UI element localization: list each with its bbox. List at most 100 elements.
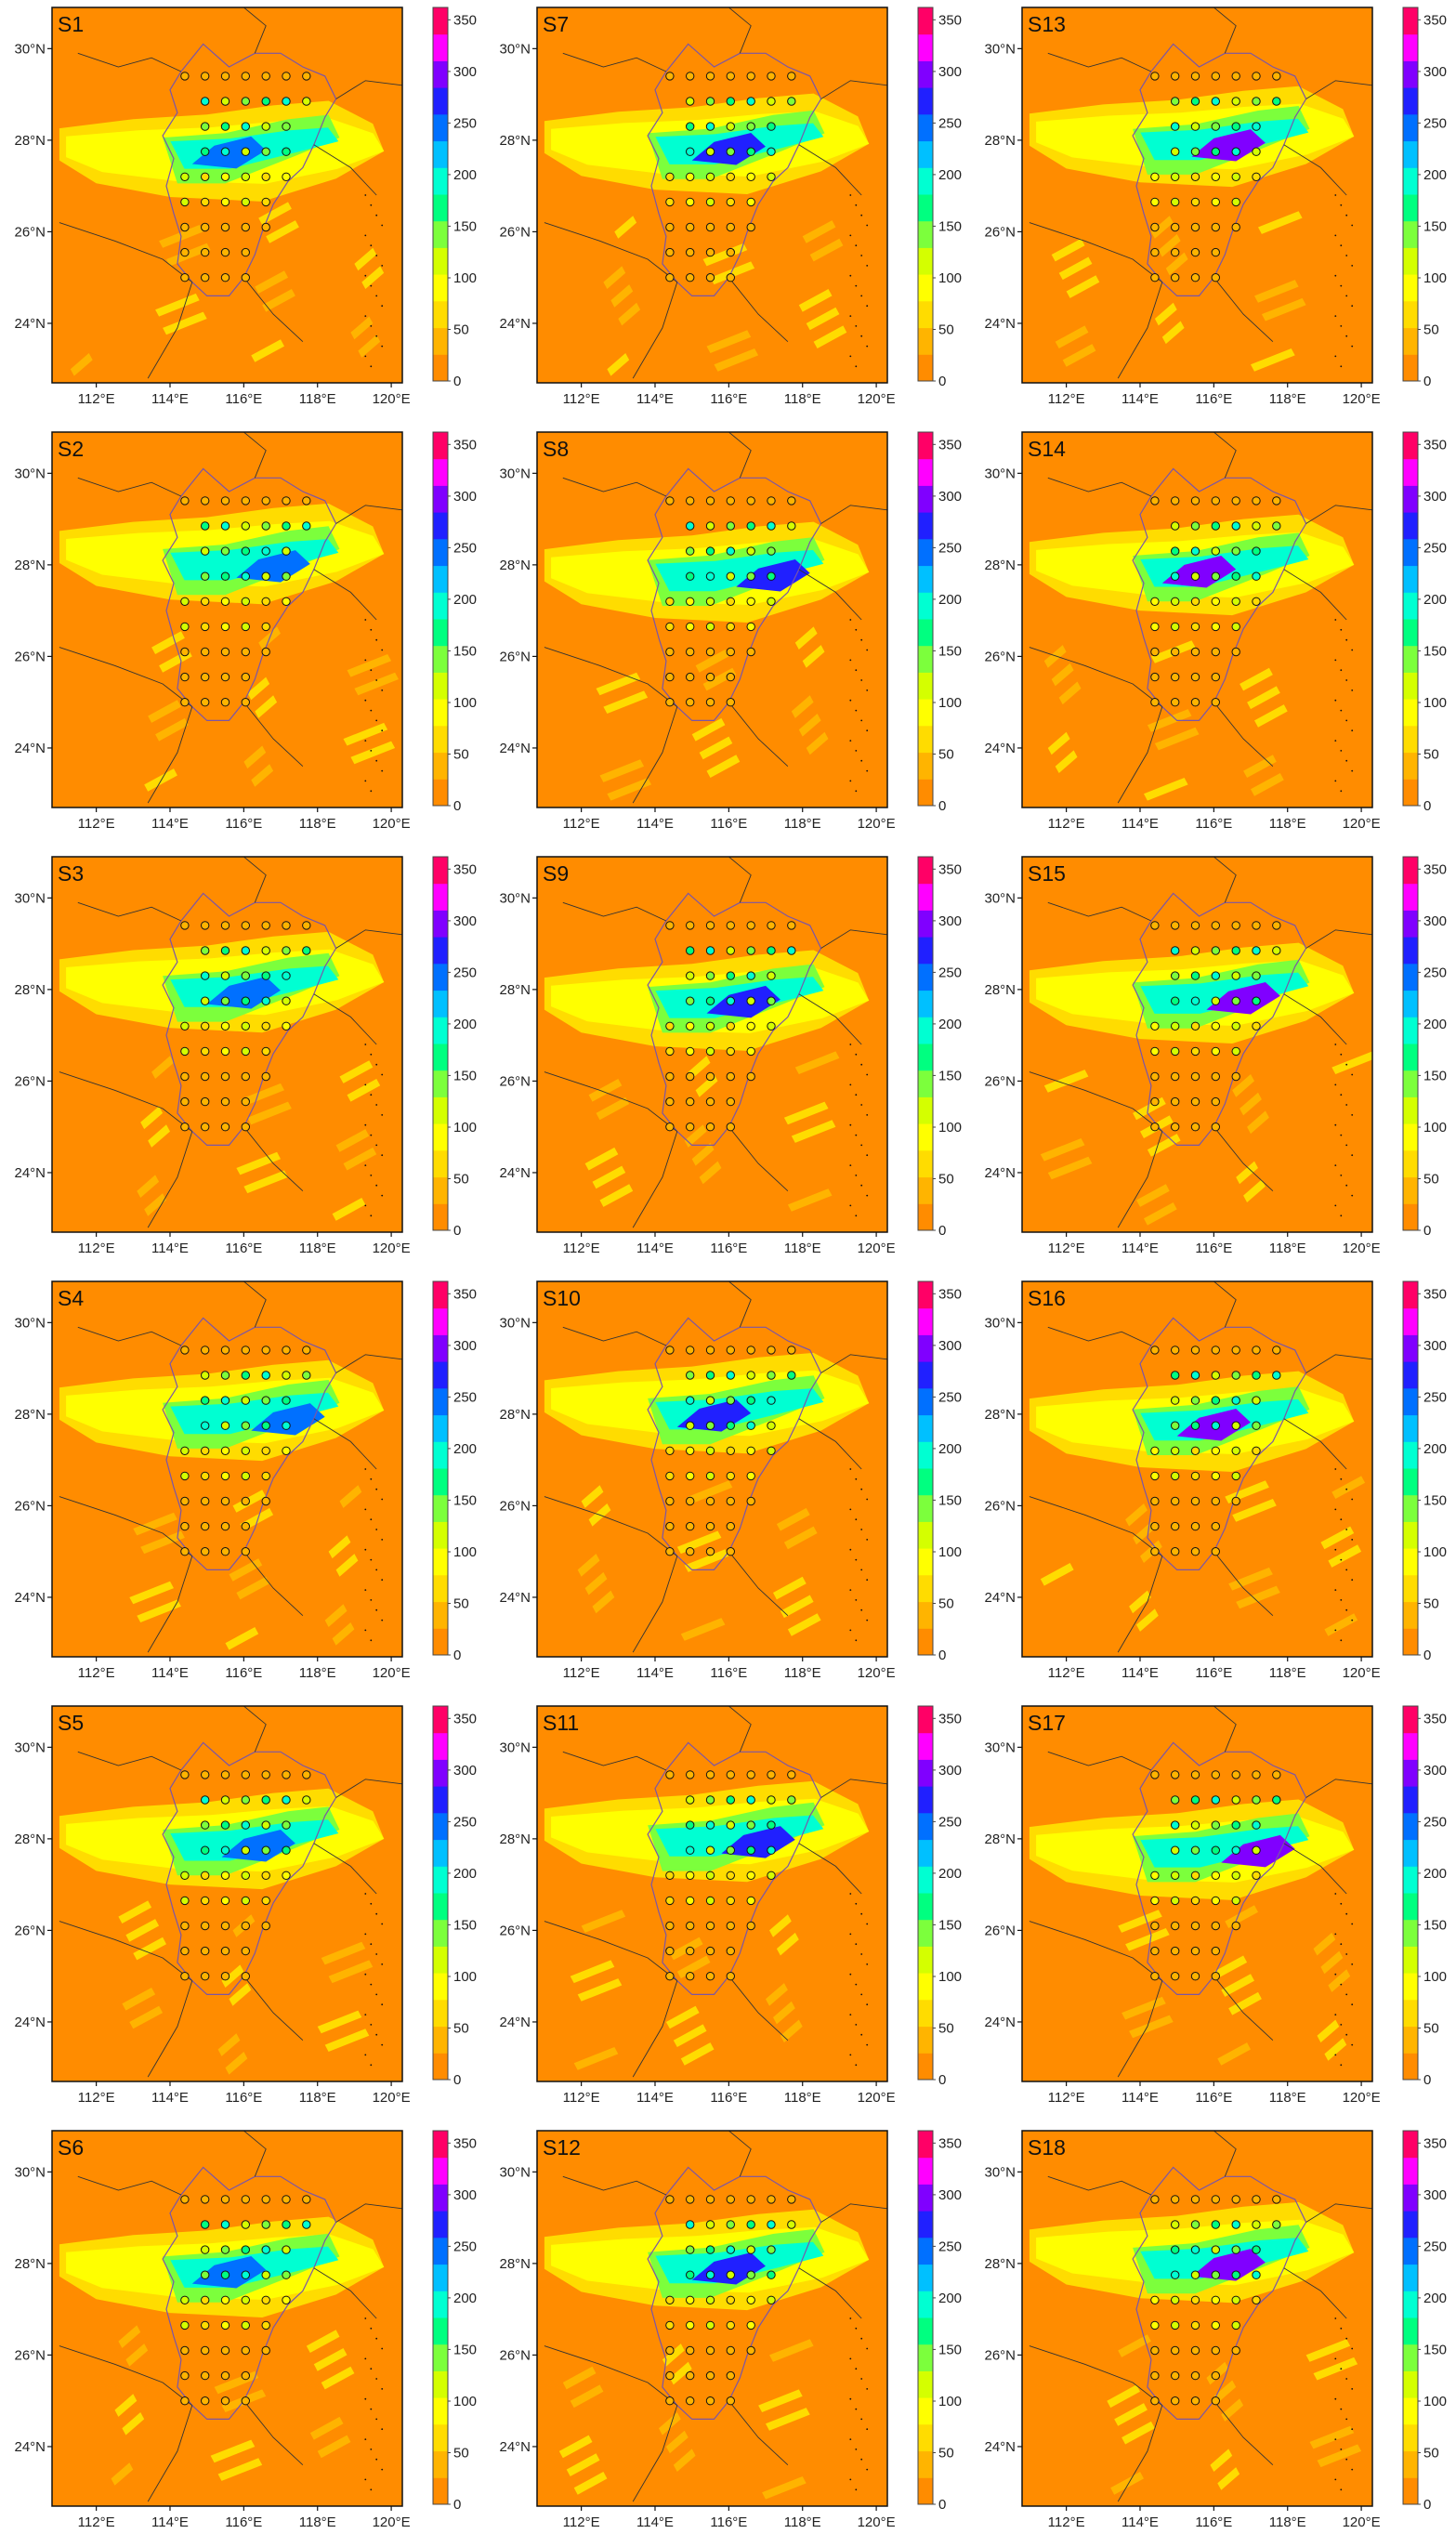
- colorbar-tick-label: 150: [938, 1068, 962, 1083]
- station-marker: [202, 572, 209, 580]
- station-marker: [706, 623, 714, 630]
- station-marker: [1253, 1397, 1260, 1404]
- coastline-mark: [1334, 700, 1336, 702]
- station-marker: [1212, 572, 1219, 580]
- coastline-mark: [1334, 2055, 1336, 2056]
- station-marker: [1151, 72, 1159, 80]
- y-tick-label: 30°N: [984, 41, 1016, 57]
- station-marker: [1253, 497, 1260, 505]
- x-tick-label: 114°E: [1122, 1241, 1159, 1256]
- coastline-mark: [866, 265, 868, 267]
- colorbar-segment: [918, 1096, 933, 1123]
- station-marker: [1151, 274, 1159, 282]
- station-marker: [788, 2221, 795, 2228]
- station-marker: [1191, 1922, 1199, 1929]
- station-marker: [242, 1973, 249, 1980]
- station-marker: [1172, 1346, 1179, 1354]
- station-marker: [666, 1973, 674, 1980]
- station-marker: [687, 699, 694, 706]
- colorbar-segment: [918, 485, 933, 512]
- station-marker: [262, 1897, 269, 1904]
- station-marker: [1151, 1472, 1159, 1479]
- colorbar-segment: [433, 141, 448, 168]
- coastline-mark: [849, 2398, 851, 2400]
- station-marker: [687, 497, 694, 505]
- station-marker: [687, 1097, 694, 1105]
- coastline-mark: [381, 2348, 383, 2350]
- station-marker: [747, 2346, 754, 2354]
- coastline-mark: [855, 2449, 857, 2450]
- colorbar-segment: [433, 114, 448, 141]
- colorbar-segment: [433, 1602, 448, 1629]
- station-marker: [767, 1447, 775, 1454]
- station-marker: [1232, 1821, 1240, 1829]
- colorbar-segment: [1403, 2027, 1418, 2054]
- station-marker: [1151, 2371, 1159, 2379]
- colorbar-segment: [918, 2424, 933, 2451]
- colorbar-segment: [1403, 1044, 1418, 1070]
- station-marker: [706, 547, 714, 555]
- coastline-mark: [364, 194, 366, 196]
- colorbar-tick-label: 50: [1423, 2021, 1439, 2037]
- station-marker: [282, 1796, 290, 1804]
- colorbar-segment: [1403, 1495, 1418, 1522]
- y-tick-label: 26°N: [14, 1498, 46, 1514]
- station-marker: [1273, 922, 1280, 929]
- colorbar-tick-label: 300: [1423, 1763, 1447, 1779]
- station-marker: [706, 2371, 714, 2379]
- station-marker: [221, 673, 229, 680]
- station-marker: [242, 98, 249, 105]
- station-marker: [262, 497, 269, 505]
- panel-s16: S16 112°E 114°E 116°E 118°E 120°E 30°N 28°N 26°N…: [976, 1274, 1455, 1698]
- station-marker: [788, 1796, 795, 1804]
- colorbar-segment: [433, 1415, 448, 1442]
- x-tick-label: 118°E: [784, 1665, 821, 1681]
- coastline-mark: [381, 2044, 383, 2046]
- colorbar-tick-label: 0: [938, 1648, 946, 1663]
- station-marker: [1253, 1771, 1260, 1779]
- coastline-mark: [855, 1943, 857, 1945]
- station-marker: [303, 2221, 310, 2228]
- coastline-mark: [866, 1074, 868, 1076]
- station-marker: [1172, 947, 1179, 954]
- station-marker: [706, 2296, 714, 2304]
- x-tick-label: 118°E: [1269, 1241, 1306, 1256]
- station-marker: [788, 1771, 795, 1779]
- station-marker: [727, 947, 734, 954]
- coastline-mark: [855, 1518, 857, 1520]
- station-marker: [687, 1022, 694, 1030]
- x-tick-label: 114°E: [1122, 1665, 1159, 1681]
- y-tick-label: 26°N: [499, 1923, 531, 1938]
- station-marker: [1191, 2246, 1199, 2253]
- coastline-mark: [849, 1549, 851, 1551]
- station-marker: [242, 997, 249, 1004]
- colorbar-segment: [918, 2184, 933, 2211]
- coastline-mark: [381, 1963, 383, 1965]
- station-marker: [706, 673, 714, 680]
- colorbar-tick-label: 350: [938, 1711, 962, 1726]
- station-marker: [202, 1522, 209, 1530]
- station-marker: [202, 148, 209, 155]
- coastline-mark: [381, 2388, 383, 2390]
- station-marker: [1172, 1846, 1179, 1854]
- coastline-mark: [1334, 1468, 1336, 1470]
- colorbar-tick-label: 50: [1423, 322, 1439, 338]
- station-marker: [706, 2246, 714, 2253]
- station-marker: [221, 148, 229, 155]
- station-marker: [262, 648, 269, 655]
- colorbar-tick-label: 250: [938, 1389, 962, 1405]
- colorbar-segment: [433, 566, 448, 593]
- station-marker: [666, 497, 674, 505]
- station-marker: [727, 2271, 734, 2278]
- station-marker: [1191, 98, 1199, 105]
- station-marker: [727, 223, 734, 230]
- station-marker: [181, 1548, 189, 1556]
- station-marker: [1172, 1771, 1179, 1779]
- station-marker: [747, 1346, 754, 1354]
- map-s5: S5112°E 114°E 116°E 118°E 120°E30°N28°N26°N2…: [6, 1699, 485, 2122]
- station-marker: [1253, 922, 1260, 929]
- station-marker: [221, 1846, 229, 1854]
- colorbar-segment: [918, 167, 933, 194]
- colorbar-segment: [918, 1150, 933, 1177]
- colorbar-segment: [918, 354, 933, 381]
